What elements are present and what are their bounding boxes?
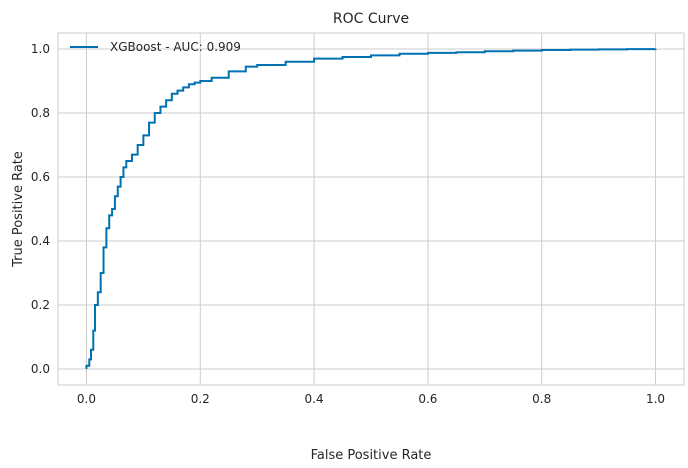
chart-title: ROC Curve bbox=[333, 11, 409, 27]
x-tick-label: 0.0 bbox=[77, 392, 96, 406]
series-lines bbox=[85, 48, 657, 369]
grid-lines bbox=[58, 33, 684, 385]
x-axis-label: False Positive Rate bbox=[311, 448, 432, 463]
roc-curve-line bbox=[85, 48, 657, 369]
legend: XGBoost - AUC: 0.909 bbox=[70, 40, 241, 54]
y-tick-label: 0.8 bbox=[31, 106, 50, 120]
x-tick-label: 1.0 bbox=[646, 392, 665, 406]
y-tick-label: 1.0 bbox=[31, 42, 50, 56]
y-axis-label: True Positive Rate bbox=[11, 151, 26, 268]
legend-entry-xgboost: XGBoost - AUC: 0.909 bbox=[110, 40, 241, 54]
x-tick-label: 0.6 bbox=[418, 392, 437, 406]
y-tick-label: 0.2 bbox=[31, 298, 50, 312]
plot-area bbox=[57, 32, 685, 386]
y-tick-label: 0.4 bbox=[31, 234, 50, 248]
y-tick-label: 0.6 bbox=[31, 170, 50, 184]
x-tick-label: 0.8 bbox=[532, 392, 551, 406]
tick-labels: 0.0 0.2 0.4 0.6 0.8 1.0 0.0 0.2 0.4 0.6 0.8 1.0 bbox=[31, 42, 665, 406]
y-tick-label: 0.0 bbox=[31, 362, 50, 376]
x-tick-label: 0.4 bbox=[305, 392, 324, 406]
x-tick-label: 0.2 bbox=[191, 392, 210, 406]
